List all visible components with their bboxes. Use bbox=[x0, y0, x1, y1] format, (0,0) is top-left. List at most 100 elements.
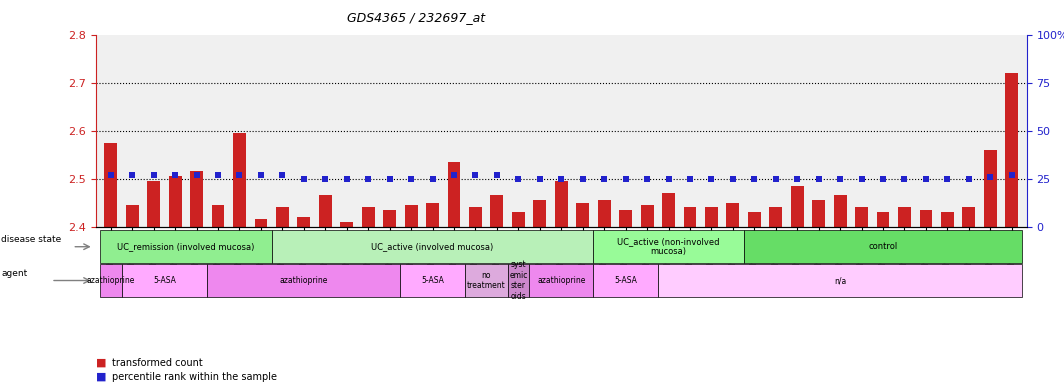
Text: GDS4365 / 232697_at: GDS4365 / 232697_at bbox=[347, 12, 485, 25]
Bar bbox=[254, 219, 267, 227]
Bar bbox=[491, 195, 503, 227]
Point bbox=[917, 175, 934, 182]
Point bbox=[296, 175, 313, 182]
Point bbox=[938, 175, 955, 182]
Point bbox=[338, 175, 355, 182]
Point bbox=[810, 175, 827, 182]
Bar bbox=[448, 162, 461, 227]
Point bbox=[832, 175, 849, 182]
Point bbox=[681, 175, 698, 182]
Point bbox=[123, 172, 140, 178]
Point bbox=[210, 172, 227, 178]
Point bbox=[402, 175, 419, 182]
Point bbox=[102, 172, 119, 178]
Point bbox=[767, 175, 784, 182]
Point bbox=[961, 175, 978, 182]
Point bbox=[273, 172, 290, 178]
Bar bbox=[469, 207, 482, 227]
Point bbox=[617, 175, 634, 182]
Point bbox=[531, 175, 548, 182]
Bar bbox=[147, 181, 160, 227]
Text: disease state: disease state bbox=[1, 235, 62, 244]
Bar bbox=[212, 205, 225, 227]
Bar bbox=[898, 207, 911, 227]
Point bbox=[703, 175, 720, 182]
Text: 5-ASA: 5-ASA bbox=[614, 276, 637, 285]
Point bbox=[360, 175, 377, 182]
Bar bbox=[554, 181, 568, 227]
Point bbox=[381, 175, 398, 182]
Point bbox=[231, 172, 248, 178]
Text: azathioprine: azathioprine bbox=[537, 276, 585, 285]
Bar bbox=[984, 150, 997, 227]
Text: 5-ASA: 5-ASA bbox=[421, 276, 444, 285]
Point bbox=[145, 172, 162, 178]
Bar bbox=[748, 212, 761, 227]
Point bbox=[188, 172, 205, 178]
Point bbox=[660, 175, 677, 182]
Text: percentile rank within the sample: percentile rank within the sample bbox=[112, 372, 277, 382]
Bar bbox=[877, 212, 890, 227]
Point bbox=[638, 175, 655, 182]
Point bbox=[252, 172, 269, 178]
Bar bbox=[512, 212, 525, 227]
Bar bbox=[190, 171, 203, 227]
Text: UC_active (non-involved
mucosa): UC_active (non-involved mucosa) bbox=[617, 237, 719, 257]
Bar bbox=[362, 207, 375, 227]
Bar bbox=[577, 202, 589, 227]
Text: no
treatment: no treatment bbox=[467, 271, 505, 290]
Text: transformed count: transformed count bbox=[112, 358, 202, 368]
Bar bbox=[963, 207, 976, 227]
Text: syst
emic
ster
oids: syst emic ster oids bbox=[510, 260, 528, 301]
Bar bbox=[727, 202, 739, 227]
Bar bbox=[662, 193, 675, 227]
Bar bbox=[919, 210, 932, 227]
Text: n/a: n/a bbox=[834, 276, 846, 285]
Point bbox=[575, 175, 592, 182]
Bar bbox=[812, 200, 825, 227]
Bar bbox=[233, 133, 246, 227]
Point bbox=[596, 175, 613, 182]
Point bbox=[510, 175, 527, 182]
Bar bbox=[769, 207, 782, 227]
Point bbox=[982, 174, 999, 180]
Text: 5-ASA: 5-ASA bbox=[153, 276, 176, 285]
Bar bbox=[598, 200, 611, 227]
Bar bbox=[941, 212, 953, 227]
Text: UC_remission (involved mucosa): UC_remission (involved mucosa) bbox=[117, 242, 254, 251]
Bar bbox=[169, 176, 182, 227]
Bar bbox=[404, 205, 417, 227]
Bar bbox=[834, 195, 847, 227]
Bar bbox=[533, 200, 546, 227]
Point bbox=[446, 172, 463, 178]
Point bbox=[553, 175, 570, 182]
Bar bbox=[298, 217, 311, 227]
Bar bbox=[126, 205, 138, 227]
Text: ■: ■ bbox=[96, 358, 106, 368]
Bar bbox=[1005, 73, 1018, 227]
Text: azathioprine: azathioprine bbox=[280, 276, 328, 285]
Point bbox=[725, 175, 742, 182]
Bar bbox=[383, 210, 396, 227]
Point bbox=[853, 175, 870, 182]
Text: control: control bbox=[868, 242, 898, 251]
Text: UC_active (involved mucosa): UC_active (involved mucosa) bbox=[371, 242, 494, 251]
Point bbox=[467, 172, 484, 178]
Point bbox=[896, 175, 913, 182]
Text: agent: agent bbox=[1, 269, 28, 278]
Bar bbox=[683, 207, 697, 227]
Point bbox=[1003, 172, 1020, 178]
Text: azathioprine: azathioprine bbox=[86, 276, 135, 285]
Bar bbox=[855, 207, 868, 227]
Bar bbox=[791, 186, 803, 227]
Bar bbox=[426, 202, 439, 227]
Point bbox=[425, 175, 442, 182]
Bar bbox=[619, 210, 632, 227]
Point bbox=[788, 175, 805, 182]
Point bbox=[167, 172, 184, 178]
Point bbox=[746, 175, 763, 182]
Bar bbox=[705, 207, 718, 227]
Bar bbox=[319, 195, 332, 227]
Point bbox=[875, 175, 892, 182]
Bar bbox=[340, 222, 353, 227]
